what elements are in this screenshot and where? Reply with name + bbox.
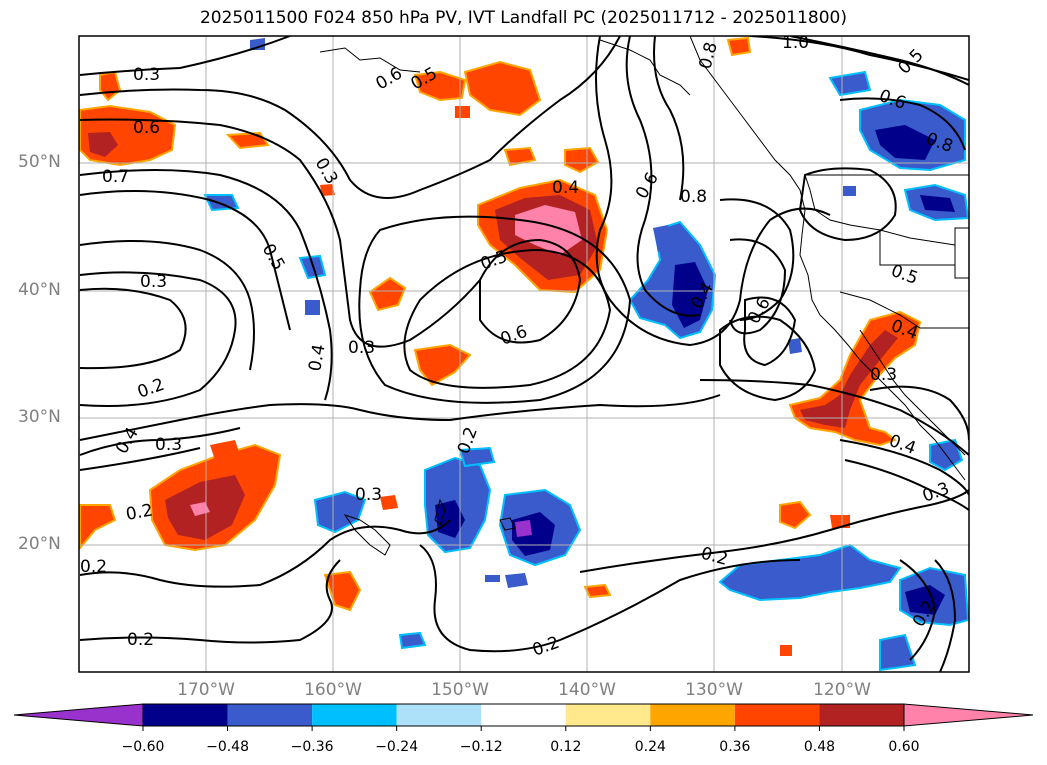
contour-label: 0.3 — [920, 479, 952, 507]
contour-label: 0.6 — [373, 63, 406, 94]
coastlines — [319, 36, 969, 556]
contour-label: 0.6 — [498, 322, 530, 350]
contour-label: 0.8 — [696, 40, 722, 71]
contour-label: 0.5 — [894, 45, 927, 78]
map-frame — [78, 35, 970, 673]
lat-label-30n: 30°N — [18, 407, 61, 427]
contour-label: 0.5 — [258, 241, 289, 274]
contour-label: 0.3 — [133, 65, 160, 85]
negative-anomaly-patches — [203, 38, 969, 672]
contour-label: 0.6 — [133, 118, 160, 138]
lat-label-50n: 50°N — [18, 152, 61, 172]
contour-label: 0.2 — [530, 633, 562, 661]
contour-label: 0.2 — [699, 544, 730, 570]
contour-label: 1.0 — [782, 33, 809, 53]
contour-label: 0.6 — [632, 169, 663, 202]
lat-label-20n: 20°N — [18, 534, 61, 554]
contour-label: 0.3 — [155, 435, 182, 455]
contour-label: 0.3 — [355, 485, 382, 505]
lat-label-40n: 40°N — [18, 280, 61, 300]
lon-label-130w: 130°W — [685, 680, 743, 700]
lon-label-160w: 160°W — [304, 680, 362, 700]
map-title: 2025011500 F024 850 hPa PV, IVT Landfall… — [199, 8, 847, 28]
contour-label: 0.8 — [680, 187, 707, 207]
contour-label: 0.2 — [127, 630, 154, 650]
contour-label: 0.4 — [886, 431, 918, 459]
contour-label: 0.7 — [102, 167, 129, 187]
contour-label: 0.3 — [140, 272, 167, 292]
lon-label-140w: 140°W — [558, 680, 616, 700]
contour-label: 0.4 — [305, 343, 329, 373]
lon-label-170w: 170°W — [177, 680, 235, 700]
contour-label: 0.2 — [80, 557, 107, 577]
contour-label: 0.3 — [348, 338, 375, 358]
contour-label: 0.4 — [552, 178, 579, 198]
gridlines — [79, 36, 969, 672]
contour-label: 0.2 — [124, 501, 154, 525]
contour-lines — [79, 36, 969, 672]
lon-label-120w: 120°W — [813, 680, 871, 700]
lon-label-150w: 150°W — [431, 680, 489, 700]
contour-label: 0.2 — [135, 375, 167, 403]
contour-label: 0.3 — [870, 365, 897, 385]
